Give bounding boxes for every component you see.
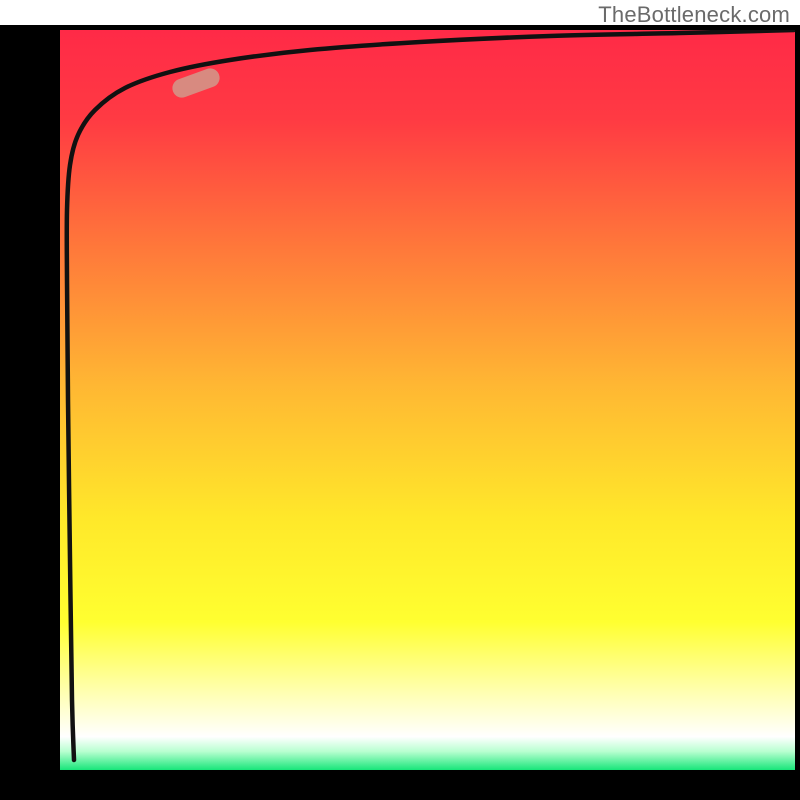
chart-container: TheBottleneck.com — [0, 0, 800, 800]
bottleneck-chart-svg — [0, 0, 800, 800]
chart-frame-right — [795, 0, 800, 800]
chart-plot-area — [60, 30, 795, 770]
chart-frame-bottom — [0, 770, 800, 800]
chart-frame-top — [0, 0, 60, 800]
attribution-text: TheBottleneck.com — [598, 2, 790, 28]
